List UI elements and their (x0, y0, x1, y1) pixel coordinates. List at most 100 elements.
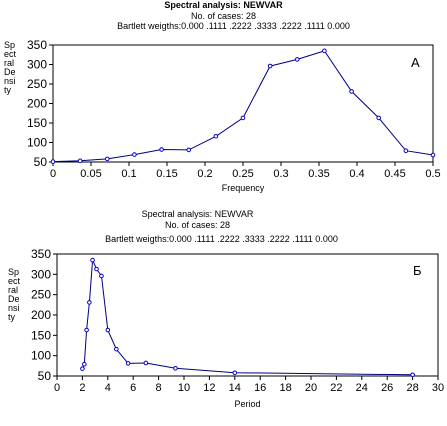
chart-a-plot: 50 100 150 200 250 300 350 0 0.05 0.1 0.15 0.2 0.25 0… (27, 38, 441, 193)
chart-b-x-tick-label: 12 (203, 382, 215, 394)
chart-a-ylabel-part: ect (4, 49, 17, 59)
chart-b-data-point (114, 346, 119, 352)
chart-b-data-point (80, 366, 85, 371)
chart-b-subtitle-weights: Bartlett weigths:0.000 .1111 .2222 .3333… (105, 234, 338, 244)
chart-a-data-point (50, 159, 56, 164)
chart-b-x-tick-label: 20 (305, 382, 317, 394)
chart-a-data-point (430, 152, 436, 158)
chart-b-data-point (99, 273, 104, 279)
chart-b-data-point (84, 327, 89, 333)
chart-b-ylabel-part: Sp (8, 267, 20, 277)
chart-a-y-tick-label: 150 (27, 116, 47, 130)
chart-b-x-tick-label: 8 (156, 382, 162, 394)
chart-a-x-tick-label: 0.05 (80, 168, 101, 180)
chart-b-data-point (105, 327, 111, 333)
chart-b-y-tick-label: 200 (31, 308, 51, 322)
chart-a-ylabel-part: nsi (4, 76, 16, 86)
chart-a-data-point (159, 147, 164, 152)
chart-b-y-tick-label: 50 (38, 369, 52, 383)
chart-a-data-point (186, 147, 192, 153)
chart-a-data-point (376, 115, 382, 121)
chart-a-y-tick-label: 50 (34, 155, 48, 169)
chart-a-x-tick-label: 0 (50, 168, 56, 180)
chart-b-x-tick-label: 6 (130, 382, 136, 394)
chart-b-ylabel-part: De (8, 294, 20, 304)
chart-a-y-tick-label: 300 (27, 58, 47, 72)
chart-a-ylabel-part: Sp (4, 40, 16, 50)
chart-b-data-point (94, 266, 99, 272)
chart-b-y-tick-label: 150 (31, 328, 51, 342)
chart-a-data-point (294, 57, 300, 62)
chart-b-y-tick-label: 300 (31, 267, 51, 281)
chart-b-x-tick-label: 22 (330, 382, 342, 394)
chart-b-x-tick-label: 24 (356, 382, 368, 394)
chart-b-ylabel-part: ty (8, 312, 16, 322)
chart-a-data-point (403, 148, 409, 153)
chart-a-x-axis-label: Frequency (222, 183, 265, 193)
chart-a-x-tick-label: 0.4 (349, 168, 364, 180)
chart-b-x-tick-label: 2 (79, 382, 85, 394)
chart-a-x-tick-label: 0.5 (425, 168, 440, 180)
chart-a-x-tick-label: 0.15 (156, 168, 177, 180)
chart-b-x-tick-label: 26 (381, 382, 393, 394)
chart-a-title: Spectral analysis: NEWVAR (164, 0, 283, 10)
chart-a-data-point (240, 115, 246, 121)
chart-a-data-point (132, 152, 137, 157)
chart-b-data-point (173, 365, 178, 371)
chart-a-subtitle-weights: Bartlett weigths:0.000 .1111 .2222 .3333… (117, 21, 350, 31)
chart-b-series-line (81, 259, 413, 376)
chart-a-y-tick-label: 350 (27, 38, 47, 52)
chart-a-x-tick-label: 0.3 (273, 168, 288, 180)
chart-a-panel-label: A (411, 55, 420, 70)
chart-b-data-point (125, 361, 131, 366)
chart-a-x-tick-label: 0.1 (121, 168, 136, 180)
chart-b-ylabel: Sp ect ral De nsi ty (8, 268, 22, 322)
chart-a-data-point (213, 133, 219, 139)
chart-b-data-point (90, 257, 95, 263)
chart-b-y-tick-label: 100 (31, 349, 51, 363)
chart-a-y-tick-label: 200 (27, 97, 47, 111)
chart-b-x-tick-label: 14 (229, 382, 241, 394)
chart-b-data-point (232, 370, 238, 376)
chart-a-data-point (104, 156, 110, 162)
chart-a-ylabel-part: De (4, 67, 16, 77)
chart-b-x-tick-label: 30 (432, 382, 444, 394)
chart-b-data-point (82, 361, 87, 367)
chart-a-x-tick-label: 0.2 (197, 168, 212, 180)
chart-a-ylabel-part: ty (4, 85, 12, 95)
chart-a-y-tick-label: 250 (27, 77, 47, 91)
chart-a-data-point (267, 63, 273, 69)
chart-b-ylabel-part: ral (8, 285, 19, 295)
chart-b-y-tick-label: 350 (31, 247, 51, 261)
chart-a-x-tick-label: 0.45 (384, 168, 405, 180)
chart-a-ylabel-part: ral (4, 58, 15, 68)
chart-b-data-point (87, 300, 92, 305)
chart-a-x-tick-label: 0.25 (232, 168, 253, 180)
chart-b-frame (56, 253, 439, 377)
chart-b-title: Spectral analysis: NEWVAR (141, 209, 254, 219)
chart-b-data-point (143, 360, 149, 366)
chart-b-y-tick-label: 250 (31, 288, 51, 302)
chart-b-x-axis-label: Period (234, 399, 260, 409)
chart-b-x-tick-label: 16 (254, 382, 266, 394)
chart-a-ylabel: Sp ect ral De nsi ty (4, 41, 18, 95)
chart-a-series-line (52, 50, 434, 163)
chart-b-x-tick-label: 4 (105, 382, 111, 394)
chart-b-panel-label: Б (413, 263, 422, 278)
chart-a-data-point (322, 48, 327, 54)
chart-a-subtitle-cases: No. of cases: 28 (190, 11, 257, 21)
chart-a-frame (52, 44, 434, 163)
chart-a-data-point (349, 89, 354, 94)
chart-b-x-tick-label: 10 (178, 382, 190, 394)
chart-b-x-tick-label: 18 (279, 382, 291, 394)
chart-a-x-tick-label: 0.35 (308, 168, 329, 180)
chart-b-x-tick-label: 0 (54, 382, 60, 394)
chart-b-subtitle-cases: No. of cases: 28 (164, 220, 231, 230)
chart-a-y-tick-label: 100 (27, 136, 47, 150)
chart-b-ylabel-part: nsi (8, 303, 20, 313)
chart-a-data-point (77, 158, 83, 164)
chart-b-data-point (410, 372, 415, 378)
chart-b-ylabel-part: ect (8, 276, 21, 286)
